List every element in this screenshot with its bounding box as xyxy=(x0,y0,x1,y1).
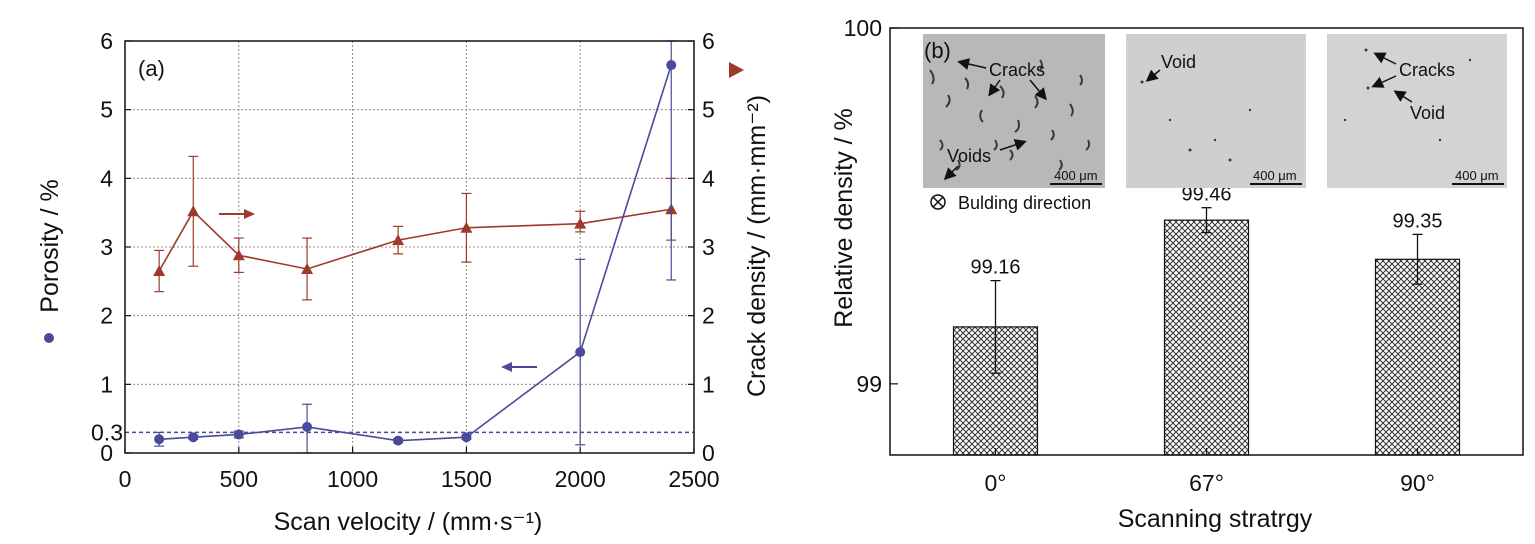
y-axis-label-right-a: Crack density / (mm·mm⁻²) xyxy=(729,62,771,397)
inset-2-annotation-void: Void xyxy=(1410,103,1445,123)
crack-density-point xyxy=(460,221,473,233)
inset-micrograph-2: Cracks Void 400 μm xyxy=(1327,34,1507,188)
bar-1 xyxy=(1163,219,1250,456)
series-crack-density xyxy=(153,155,678,301)
x-tick-label: 0 xyxy=(119,466,132,492)
y-axis-label-right-text: Crack density / (mm·mm⁻²) xyxy=(743,95,771,397)
y-tick-label-left: 3 xyxy=(100,234,113,260)
y-tick-label-right: 0 xyxy=(702,440,715,466)
void-marks-2 xyxy=(1343,48,1472,142)
void-marks-1 xyxy=(1140,80,1252,162)
bar-value-label-2: 99.35 xyxy=(1392,210,1442,232)
x-tick-label: 2500 xyxy=(668,466,719,492)
x-tick-label: 1500 xyxy=(441,466,492,492)
panel-label-b: (b) xyxy=(924,38,951,63)
inset-micrograph-0: (b) Cracks Voids 400 μm xyxy=(923,34,1105,188)
chart-a-y-ticks-right: 0 1 2 3 4 5 6 xyxy=(688,28,715,466)
inset-2-scale-bar-label: 400 μm xyxy=(1455,168,1499,183)
inset-micrograph-1: Void 400 μm xyxy=(1126,34,1306,188)
inset-0-arrows xyxy=(943,58,1047,181)
x-axis-label-b: Scanning stratrgy xyxy=(1118,505,1313,533)
bar-value-label-1: 99.46 xyxy=(1181,184,1231,206)
chart-b-y-ticks: 99 100 xyxy=(844,15,898,397)
porosity-point xyxy=(154,434,165,445)
y-tick-label-left: 2 xyxy=(100,303,113,329)
y-tick-label-b: 99 xyxy=(856,371,882,397)
y-tick-label-left: 4 xyxy=(100,165,113,191)
building-direction-icon-cross xyxy=(932,196,944,208)
crack-density-point xyxy=(187,205,200,217)
panel-label-a: (a) xyxy=(138,56,165,81)
crack-density-point xyxy=(392,234,405,246)
porosity-line xyxy=(159,64,673,442)
y-tick-label-right: 6 xyxy=(702,28,715,54)
x-tick-label: 2000 xyxy=(555,466,606,492)
x-tick-label-b: 67° xyxy=(1189,470,1224,496)
y-tick-label-right: 4 xyxy=(702,165,715,191)
crack-density-point xyxy=(232,249,245,261)
inset-0-annotation-voids: Voids xyxy=(947,146,991,166)
building-direction-note: Bulding direction xyxy=(930,193,1091,213)
porosity-point xyxy=(575,347,586,358)
crack-density-line xyxy=(158,208,672,272)
building-direction-label: Bulding direction xyxy=(958,193,1091,213)
y-tick-label-right: 3 xyxy=(702,234,715,260)
y-tick-label-b: 100 xyxy=(844,15,882,41)
porosity-legend-marker xyxy=(44,333,54,343)
inset-1-scale-bar-label: 400 μm xyxy=(1253,168,1297,183)
inset-image-1 xyxy=(1126,34,1306,188)
y-tick-label-left: 0 xyxy=(100,440,113,466)
x-tick-label: 500 xyxy=(220,466,258,492)
inset-0-scale-bar-label: 400 μm xyxy=(1054,168,1098,183)
chart-a-x-ticks: 0 500 1000 1500 2000 2500 xyxy=(119,447,720,492)
inset-1-annotation-void: Void xyxy=(1161,52,1196,72)
porosity-point xyxy=(302,421,313,432)
y-axis-label-b: Relative density / % xyxy=(830,108,858,328)
chart-a-y-ticks-left: 0 1 2 3 4 5 6 xyxy=(100,28,131,466)
y-axis-label-left-text: Porosity / % xyxy=(36,179,64,312)
porosity-axis-arrow xyxy=(501,362,537,372)
chart-a-grid xyxy=(125,41,694,453)
crack-legend-marker xyxy=(729,62,744,78)
bar-2 xyxy=(1374,258,1461,456)
building-direction-icon xyxy=(930,194,946,210)
inset-2-arrows xyxy=(1371,52,1413,103)
porosity-point xyxy=(188,432,199,443)
chart-a: 0.3 0 500 1000 1500 2000 2500 0 1 2 3 4 5 6 0 1 2 3 4 5 6… xyxy=(36,28,771,536)
reference-line-label: 0.3 xyxy=(91,419,123,445)
x-tick-label: 1000 xyxy=(327,466,378,492)
porosity-point xyxy=(233,429,244,440)
inset-1-arrow xyxy=(1145,69,1161,82)
series-porosity xyxy=(154,40,677,454)
x-tick-label-b: 0° xyxy=(985,470,1007,496)
y-tick-label-left: 6 xyxy=(100,28,113,54)
crack-axis-arrow xyxy=(219,209,255,219)
y-tick-label-right: 2 xyxy=(702,303,715,329)
crack-density-point xyxy=(301,262,314,274)
y-tick-label-right: 5 xyxy=(702,97,715,123)
y-axis-label-left-a: Porosity / % xyxy=(36,179,64,343)
chart-b-x-ticks: 0° 67° 90° xyxy=(985,448,1435,496)
chart-b: 99.16 99.46 99.35 99 100 0° 67° 90° (b) Crack… xyxy=(830,15,1524,533)
x-axis-label-a: Scan velocity / (mm·s⁻¹) xyxy=(274,508,543,536)
inset-image-2 xyxy=(1327,34,1507,188)
porosity-point xyxy=(666,60,677,71)
porosity-point xyxy=(393,435,404,446)
y-tick-label-left: 1 xyxy=(100,371,113,397)
inset-image-0 xyxy=(923,34,1105,188)
inset-2-annotation-cracks: Cracks xyxy=(1399,60,1455,80)
inset-0-annotation-cracks: Cracks xyxy=(989,60,1045,80)
crack-density-point xyxy=(574,217,587,229)
porosity-point xyxy=(461,432,472,443)
crack-density-point xyxy=(153,265,166,277)
x-tick-label-b: 90° xyxy=(1400,470,1435,496)
bar-value-label-0: 99.16 xyxy=(970,257,1020,279)
y-tick-label-right: 1 xyxy=(702,371,715,397)
chart-b-bars: 99.16 99.46 99.35 xyxy=(952,184,1461,456)
y-tick-label-left: 5 xyxy=(100,97,113,123)
